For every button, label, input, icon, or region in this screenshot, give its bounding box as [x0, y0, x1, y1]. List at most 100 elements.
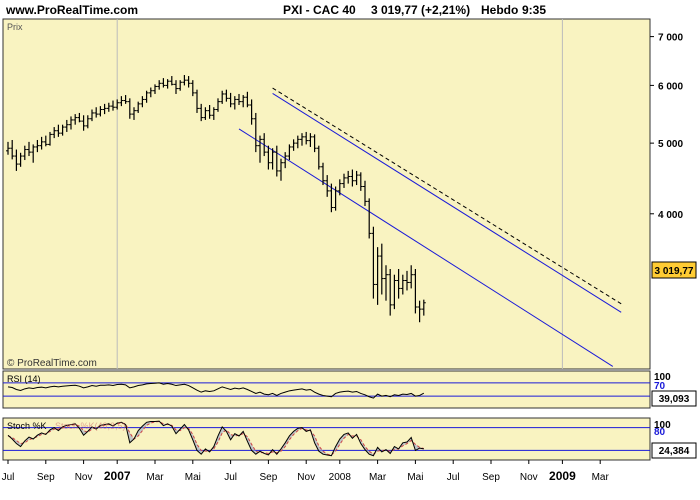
ohlc-bar [140, 96, 145, 108]
ohlc-bar [127, 98, 132, 119]
ohlc-bar [178, 80, 183, 91]
ohlc-bar [153, 84, 157, 94]
x-tick-label: Mai [185, 472, 201, 483]
ohlc-bar [337, 179, 342, 196]
ohlc-bar [31, 144, 36, 163]
ohlc-bar [241, 95, 246, 108]
ohlc-bar [300, 133, 304, 146]
x-tick-label: Nov [297, 472, 315, 483]
ohlc-bar [207, 104, 212, 119]
ohlc-bar [237, 93, 241, 105]
ohlc-bar [342, 173, 346, 188]
ohlc-bar [211, 107, 216, 120]
stoch-top-tick: 100 [654, 420, 671, 431]
ohlc-bar [52, 127, 57, 139]
x-tick-label: Mar [146, 472, 164, 483]
x-tick-label: Mai [407, 472, 423, 483]
ohlc-bar [346, 170, 351, 184]
ohlc-bar [224, 89, 229, 102]
ohlc-bar [94, 107, 99, 118]
ohlc-bar [48, 131, 52, 146]
x-tick-label: Sep [260, 472, 278, 483]
ohlc-bar [157, 80, 162, 90]
ohlc-bar [22, 145, 27, 161]
ohlc-bar [56, 124, 61, 137]
channel-lower-line [238, 128, 614, 367]
ohlc-bar [325, 175, 330, 197]
last-price-change: 3 019,77 (+2,21%) [371, 3, 471, 17]
stoch-legend-faint: Stoch %K(40,3,5) [55, 421, 126, 431]
ohlc-bar [363, 180, 367, 206]
ohlc-bar [123, 95, 128, 104]
ohlc-bar [115, 99, 120, 110]
ohlc-bar [417, 300, 422, 323]
ohlc-bar [144, 90, 149, 103]
price-panel-label: Prix [7, 22, 23, 32]
stoch-label: Stoch %K [7, 421, 47, 431]
ohlc-bar [27, 141, 31, 157]
ohlc-bar [161, 78, 166, 88]
ohlc-bar [203, 107, 208, 120]
ohlc-bar [253, 112, 258, 153]
x-tick-label: Mar [369, 472, 387, 483]
ohlc-bar [73, 114, 78, 125]
x-tick-label: Jul [224, 472, 237, 483]
ohlc-bar [199, 103, 204, 122]
ohlc-bar [6, 141, 10, 155]
ohlc-bar [174, 80, 178, 94]
ohlc-bar [182, 75, 187, 86]
ohlc-bar [316, 145, 321, 170]
ohlc-bar [274, 145, 279, 177]
ohlc-bar [291, 139, 296, 151]
ohlc-bar [81, 115, 86, 131]
ohlc-bar [165, 79, 170, 89]
y-tick-label: 6 000 [658, 81, 683, 92]
ohlc-bar [195, 89, 199, 113]
ohlc-bar [132, 107, 136, 120]
stoch-k-line [7, 420, 424, 457]
ohlc-bar [321, 162, 325, 186]
rsi-value-tag: 39,093 [651, 390, 697, 407]
ohlc-bar [396, 268, 401, 299]
ohlc-bar [295, 135, 300, 149]
chart-header: www.ProRealTime.com PXI - CAC 40 3 019,7… [0, 0, 700, 18]
ohlc-bar [35, 139, 40, 153]
rsi-panel[interactable] [2, 370, 651, 409]
price-panel[interactable] [2, 18, 651, 370]
x-tick-label: 2008 [329, 472, 352, 483]
time-label: 9:35 [522, 3, 547, 17]
x-tick-label: Nov [520, 472, 538, 483]
price-tag-text: 3 019,77 [655, 266, 694, 277]
x-tick-label: 2007 [104, 469, 131, 483]
ohlc-bar [312, 134, 317, 153]
ohlc-bar [190, 80, 195, 97]
ohlc-bar [333, 186, 338, 211]
price-tag: 3 019,77 [651, 261, 697, 279]
y-tick-label: 4 000 [658, 210, 683, 221]
ohlc-bar [266, 145, 271, 170]
ohlc-bar [367, 198, 372, 239]
ohlc-bar [354, 170, 359, 186]
ohlc-bar [102, 103, 107, 115]
x-tick-label: 2009 [549, 469, 576, 483]
ohlc-bar [350, 169, 355, 187]
watermark: © ProRealTime.com [7, 358, 97, 369]
ohlc-bar [98, 106, 103, 117]
x-tick-label: Nov [75, 472, 93, 483]
ohlc-bar [10, 139, 15, 160]
ohlc-bar [136, 101, 141, 113]
ohlc-bar [220, 90, 225, 104]
ohlc-bar [371, 226, 376, 299]
ohlc-bar [270, 148, 275, 170]
ohlc-bar [43, 135, 48, 147]
x-tick-label: Jul [447, 472, 460, 483]
instrument-name: PXI - CAC 40 [283, 3, 356, 17]
ohlc-bar [77, 112, 82, 123]
ohlc-bar [308, 133, 313, 147]
ohlc-bar [405, 270, 409, 291]
ohlc-bar [106, 102, 111, 112]
ohlc-bar [85, 115, 90, 129]
ohlc-bar [287, 144, 292, 161]
ohlc-bar [119, 96, 124, 107]
